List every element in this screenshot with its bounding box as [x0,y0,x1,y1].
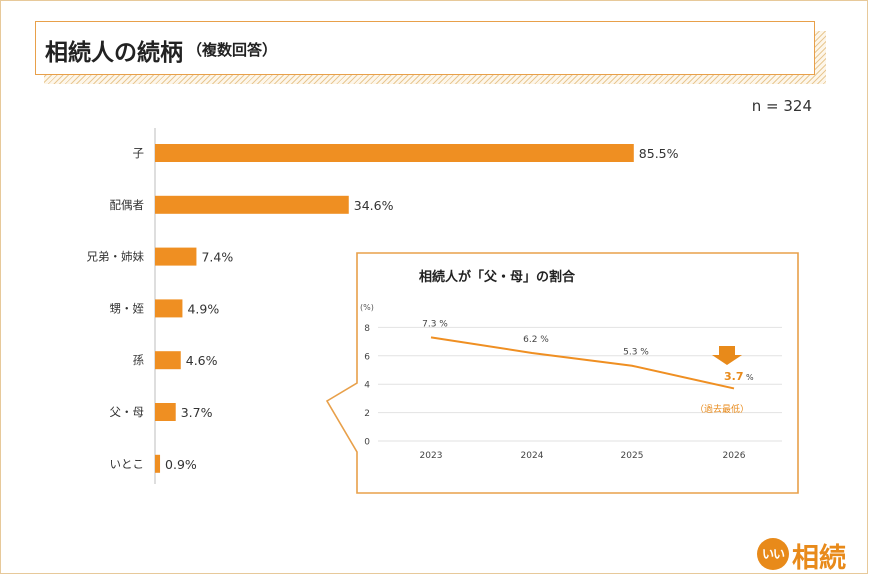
chart-title: 相続人の続柄 [45,40,183,66]
logo-circle: いい [757,538,789,570]
inset-title: 相続人が「父・母」の割合 [419,269,576,285]
inset-data-label: 5.3 % [623,348,649,358]
chart-subtitle: （複数回答） [187,41,278,59]
bar-category-label: 甥・姪 [110,301,145,315]
bar-category-label: いとこ [110,457,145,471]
bar [155,247,197,266]
inset-data-label: 7.3 % [422,319,448,329]
bar [155,351,181,370]
inset-x-tick: 2023 [420,451,443,461]
title-box: 相続人の続柄 （複数回答） [35,21,815,75]
inset-y-tick: 4 [364,381,370,391]
inset-x-tick: 2024 [521,451,544,461]
inset-data-label: 6.2 % [523,335,549,345]
inset-x-tick: 2026 [723,451,746,461]
logo: いい 相続 [757,538,857,574]
inset-annotation: （過去最低） [695,403,749,415]
bar [155,454,161,473]
bar-category-label: 兄弟・姉妹 [87,250,145,264]
inset-y-tick: 0 [364,438,370,448]
bar-category-label: 孫 [133,353,145,367]
inset-y-unit: (%) [360,303,374,312]
bar-value-label: 85.5% [639,146,679,161]
bar [155,195,349,214]
bar-category-label: 子 [133,146,145,160]
bar-value-label: 34.6% [354,198,394,213]
inset-data-label-last: 3.7 % [724,370,754,383]
bar-value-label: 7.4% [201,250,233,265]
bar-value-label: 4.9% [187,301,219,316]
inset-y-tick: 8 [364,324,370,334]
inset-x-tick: 2025 [621,451,644,461]
bar-category-label: 配偶者 [110,198,145,212]
bar-category-label: 父・母 [110,405,145,419]
bar-value-label: 0.9% [165,457,197,472]
inset-y-tick: 6 [364,352,370,362]
callout-box [325,252,799,494]
inset-line [430,336,735,390]
bar [155,299,183,318]
bar-value-label: 4.6% [186,353,218,368]
bar [155,403,176,421]
logo-text: 相続 [792,543,846,574]
bar-value-label: 3.7% [181,405,213,420]
bar [155,144,634,162]
sample-size-label: n = 324 [751,97,812,115]
down-arrow-icon [712,346,742,365]
inset-y-tick: 2 [364,409,370,419]
